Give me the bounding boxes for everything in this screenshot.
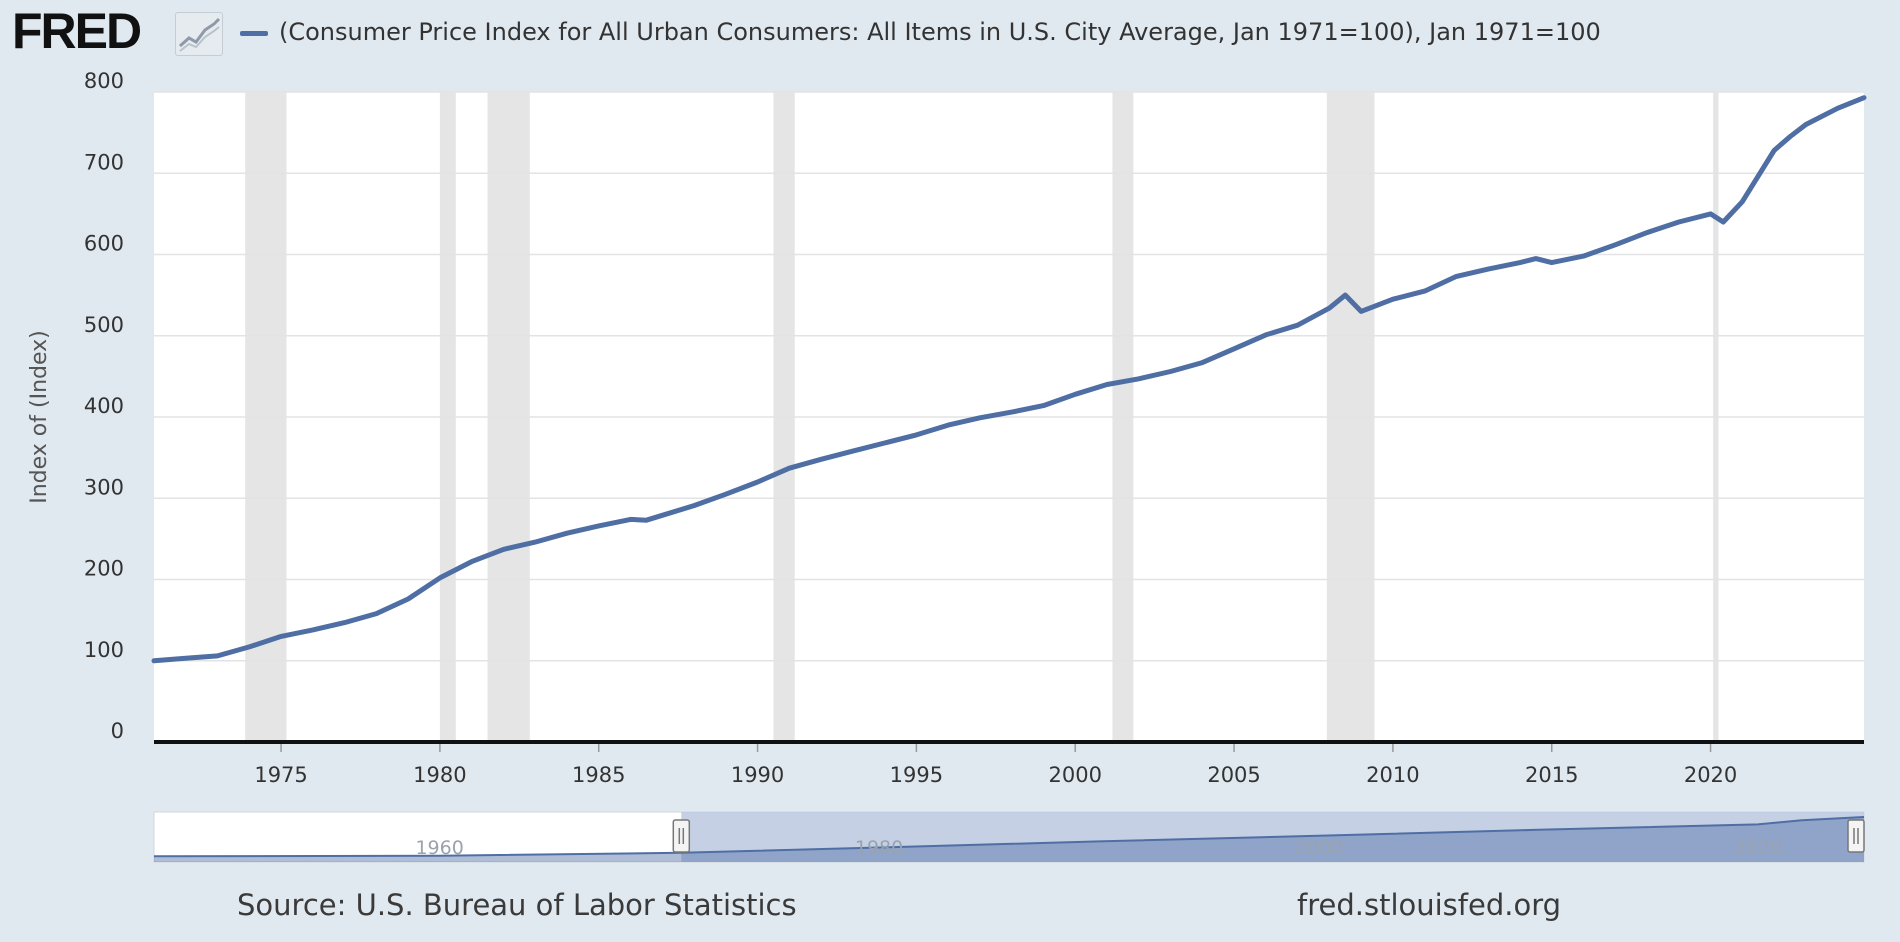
x-tick-label: 2005 [1207,763,1260,787]
navigator-right-handle[interactable] [1847,819,1865,853]
x-tick-label: 1975 [254,763,307,787]
x-tick-label: 1985 [572,763,625,787]
y-tick-label: 400 [84,394,124,418]
y-tick-label: 100 [84,638,124,662]
cpi-series-line[interactable] [151,95,1867,664]
x-tick-label: 1995 [890,763,943,787]
x-tick-label: 2020 [1684,763,1737,787]
range-navigator[interactable]: 1960 1980 2000 2020 [153,811,1865,863]
x-tick-label: 2010 [1366,763,1419,787]
legend-label[interactable]: (Consumer Price Index for All Urban Cons… [279,18,1601,46]
navigator-year-label: 2000 [1294,837,1342,859]
x-tick-label: 2000 [1049,763,1102,787]
source-credit: Source: U.S. Bureau of Labor Statistics [237,888,797,922]
fred-logo[interactable]: FRED [12,3,142,59]
x-tick-label: 1990 [731,763,784,787]
chart-header: FRED (Consumer Price Index for All Urban… [0,0,1900,70]
y-tick-label: 300 [84,475,124,499]
navigator-area [154,817,1864,862]
x-tick-label: 1980 [413,763,466,787]
line-chart-icon [175,12,223,56]
navigator-left-handle[interactable] [672,819,691,853]
navigator-year-label: 1960 [415,837,463,859]
y-tick-label: 700 [84,150,124,174]
navigator-year-label: 2020 [1734,837,1782,859]
handle-grip[interactable] [672,819,691,853]
navigator-year-label: 1980 [855,837,903,859]
handle-grip[interactable] [1847,819,1865,853]
y-axis-title: Index of (Index) [27,330,52,504]
y-tick-label: 200 [84,557,124,581]
navigator-series-line [153,816,1865,858]
y-tick-label: 600 [84,232,124,256]
y-tick-label: 0 [111,719,124,743]
x-tick-label: 2015 [1525,763,1578,787]
legend-swatch [240,31,268,36]
y-tick-label: 800 [84,69,124,93]
y-tick-label: 500 [84,313,124,337]
fred-url[interactable]: fred.stlouisfed.org [1297,888,1562,922]
